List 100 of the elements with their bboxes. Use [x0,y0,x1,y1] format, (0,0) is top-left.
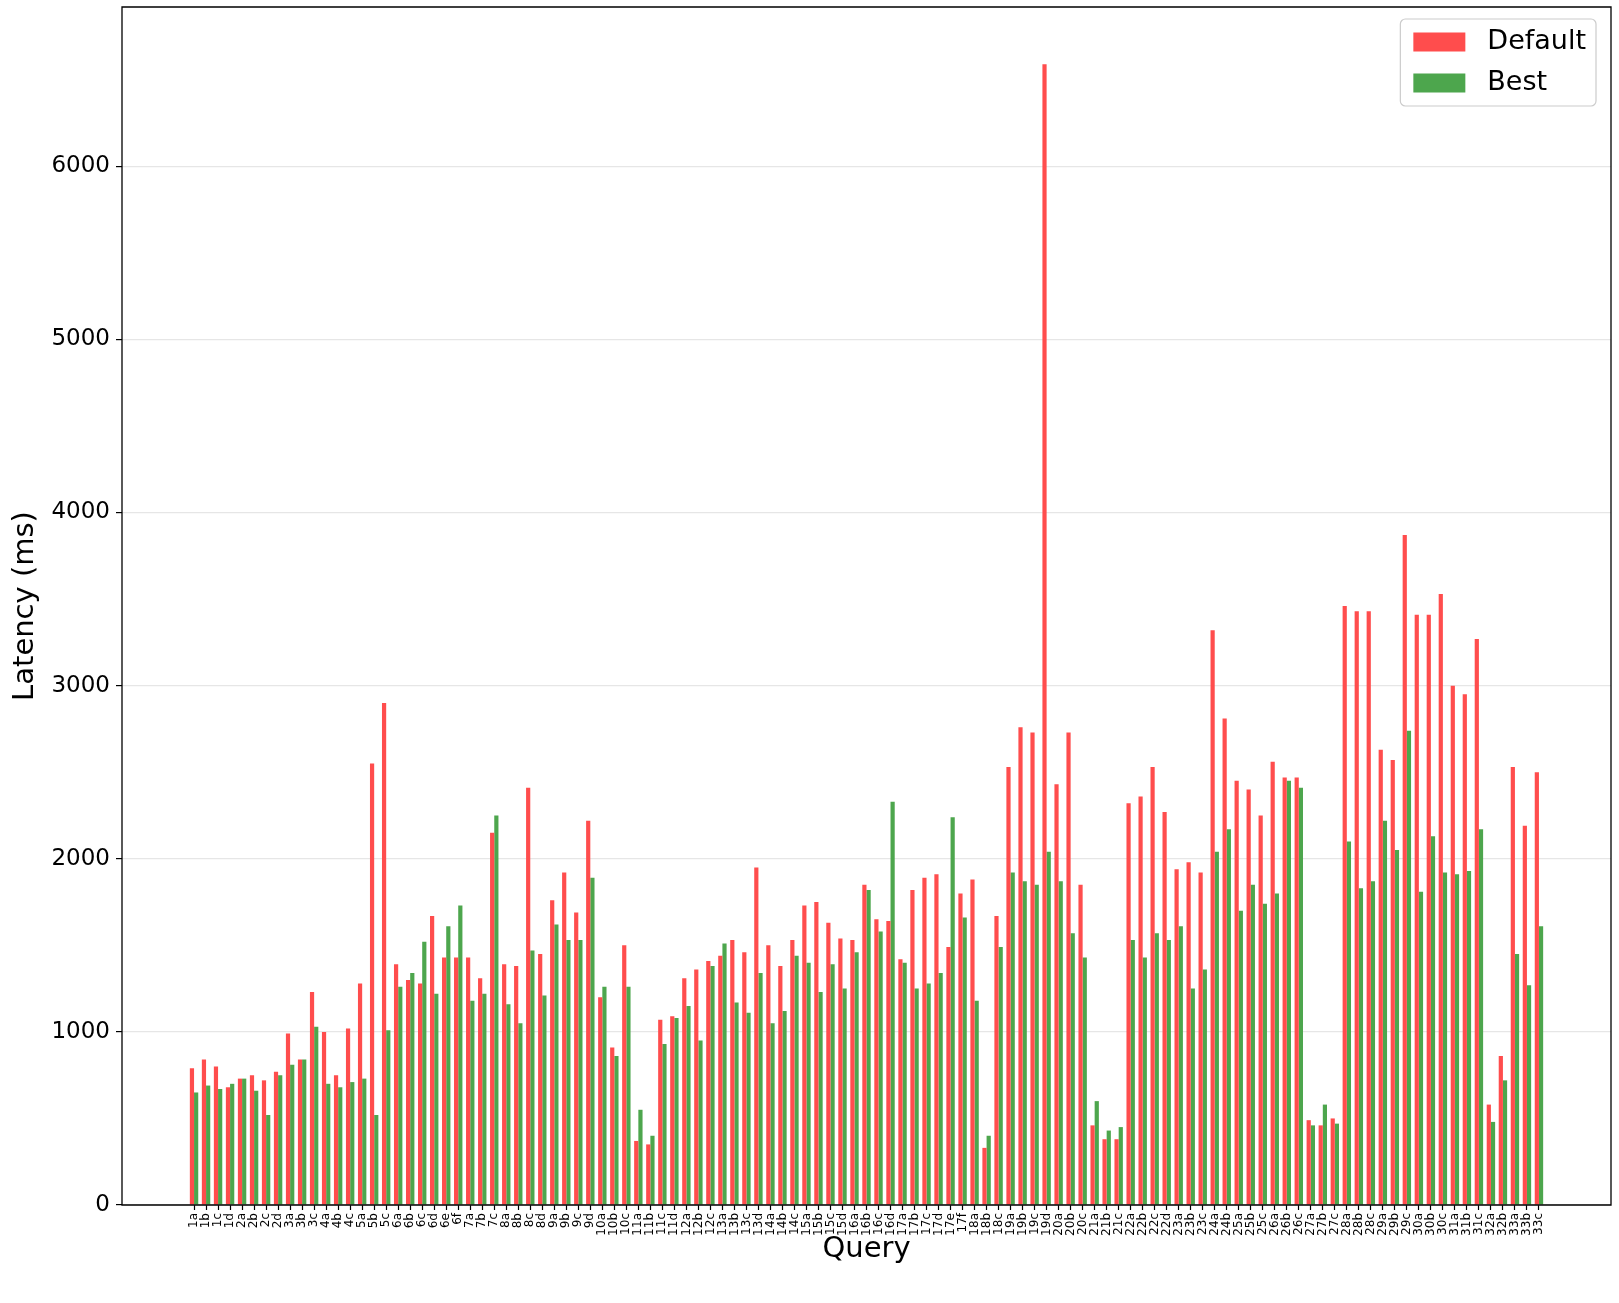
bar [1222,718,1227,1205]
bar [418,983,423,1205]
bar [566,940,571,1205]
bar [1114,1139,1119,1205]
x-tick-label: 24b [1218,1213,1233,1236]
x-tick-label: 13d [750,1213,765,1236]
x-tick-label: 19d [1038,1213,1053,1236]
x-tick-label: 5c [378,1213,393,1228]
x-tick-label: 33b [1519,1213,1534,1236]
bar [1406,730,1412,1205]
y-axis-title: Latency (ms) [5,511,40,701]
bar [782,1011,787,1205]
bar [314,1026,319,1205]
bar [886,921,891,1205]
bar [682,978,687,1205]
bar [602,986,607,1205]
bar [1366,611,1371,1205]
bar [646,1144,651,1205]
bar [410,973,415,1205]
y-tick-label: 5000 [51,324,110,351]
bar [1478,829,1484,1205]
bar [1138,796,1143,1205]
bar [1394,850,1400,1205]
bar [578,940,583,1205]
bar [1130,940,1135,1205]
bar [369,763,375,1205]
bar [357,983,363,1205]
bar [1190,988,1195,1205]
bar [838,938,843,1205]
bar [670,1016,675,1205]
bar [710,966,715,1205]
bar [626,986,631,1205]
bar [730,940,735,1205]
bar [1402,535,1407,1205]
x-tick-label: 17d [930,1213,945,1236]
bar [478,978,483,1205]
bar [1426,614,1431,1205]
bar [622,945,627,1205]
x-tick-label: 1b [198,1213,213,1229]
bar [333,1075,339,1205]
bar [1070,933,1075,1205]
x-tick-label: 8b [510,1213,525,1229]
bar [634,1140,639,1205]
bar [1330,1118,1335,1205]
x-tick-label: 5b [366,1213,381,1229]
bar [321,1031,327,1205]
x-tick-label: 32b [1495,1213,1510,1236]
x-tick-label: 20b [1062,1213,1077,1236]
bar [230,1083,235,1205]
bar [922,877,927,1205]
bar [1438,593,1443,1205]
x-tick-label: 31b [1459,1213,1474,1236]
bar [1198,872,1203,1205]
x-tick-label: 10c [618,1213,633,1235]
bar [1310,1125,1315,1205]
bar [686,1005,691,1205]
bar [1514,953,1520,1205]
y-tick-label: 2000 [51,843,110,870]
x-tick-label: 15a [798,1213,813,1236]
x-tick-label: 30b [1423,1213,1437,1236]
bar [1234,780,1239,1205]
bar [970,879,975,1205]
bar [490,832,495,1205]
bar [1042,64,1047,1205]
bar [898,959,903,1205]
bar [790,940,795,1205]
x-tick-label: 17e [942,1213,957,1236]
x-tick-label: 19c [1026,1213,1041,1235]
bar [574,912,579,1205]
x-tick-label: 4c [342,1213,357,1228]
bar [1342,606,1347,1205]
bar [866,889,871,1205]
bar [386,1030,391,1205]
bar [986,1135,991,1205]
bar [1210,630,1215,1205]
bar [1150,767,1155,1205]
bar [502,964,507,1205]
bar [910,889,915,1205]
bar [878,931,883,1205]
bar [1226,829,1231,1205]
bar [482,993,487,1205]
x-tick-label: 11b [642,1213,657,1236]
bar [1430,836,1436,1205]
bar [225,1087,231,1205]
bar [1022,881,1027,1205]
x-tick-label: 25a [1230,1213,1245,1236]
x-tick-label: 12a [678,1213,693,1236]
bar [1454,874,1460,1205]
bar [1018,727,1023,1205]
bar [1106,1130,1111,1205]
x-tick-label: 2d [270,1213,285,1229]
x-tick-label: 17b [906,1213,921,1236]
x-tick-label: 13a [714,1213,729,1236]
x-tick-label: 6b [402,1213,417,1229]
x-tick-label: 27b [1314,1213,1329,1236]
bar [1346,841,1352,1205]
bar [598,997,603,1205]
bar [1522,825,1527,1205]
bar [290,1064,295,1205]
bar [722,943,727,1205]
